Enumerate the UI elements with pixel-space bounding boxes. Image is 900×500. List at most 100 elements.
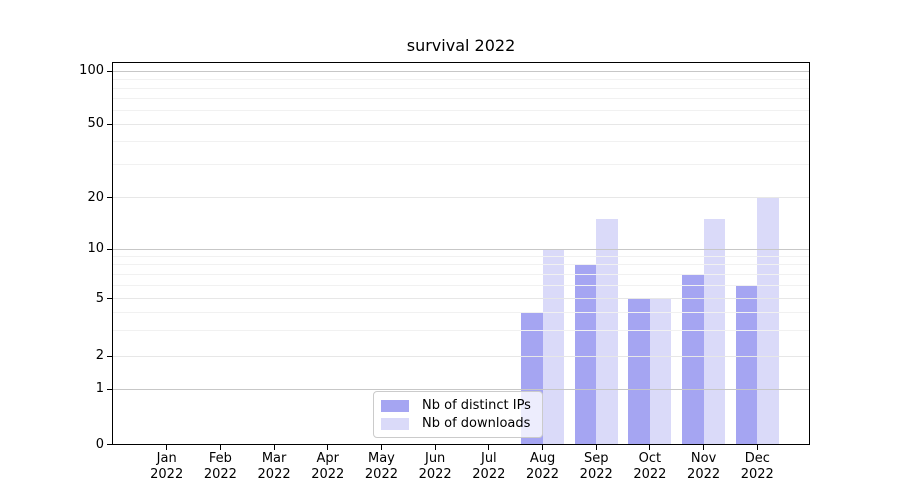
x-tick-label: Sep 2022 [564,451,628,483]
gridline-minor [113,284,809,286]
x-tick-mark [380,445,382,450]
y-tick-label: 10 [87,241,104,256]
y-tick-mark [107,388,112,390]
y-tick-label: 1 [95,381,104,396]
x-tick-label: Mar 2022 [242,451,306,483]
x-tick-year: 2022 [633,467,667,482]
x-tick-mark [649,445,651,450]
x-tick-month: Jun [424,451,446,466]
gridline-major [113,388,809,390]
x-tick-month: Jan [156,451,177,466]
y-tick-mark [107,298,112,299]
y-tick-label: 2 [95,348,104,363]
bar-distinct-ips-dec [735,285,758,445]
x-tick-year: 2022 [150,467,184,482]
x-tick-year: 2022 [257,467,291,482]
bar-downloads-aug [542,249,565,445]
y-tick-label: 5 [95,290,104,306]
x-tick-label: Aug 2022 [511,451,575,483]
x-tick-month: Apr [316,451,340,466]
x-tick-mark [219,445,221,450]
x-tick-label: Jul 2022 [457,451,521,483]
y-tick-mark [107,248,112,250]
x-tick-month: Feb [208,451,232,466]
x-tick-label: Jan 2022 [135,451,199,483]
gridline-minor [113,273,809,275]
gridline-minor [113,312,809,313]
gridline-minor [113,87,809,89]
gridline-mid [113,298,809,299]
legend: Nb of distinct IPs Nb of downloads [373,391,543,438]
gridline-mid [113,197,809,198]
y-tick-mark [107,197,112,198]
x-tick-month: Dec [744,451,770,466]
gridline-minor [113,256,809,258]
y-tick-mark [107,355,112,357]
gridline-minor [113,97,809,99]
x-tick-year: 2022 [203,467,237,482]
bar-downloads-oct [649,298,672,445]
legend-item: Nb of downloads [381,416,535,431]
x-tick-label: Apr 2022 [296,451,360,483]
x-tick-mark [434,445,436,450]
bar-downloads-dec [757,197,779,445]
gridline-minor [113,78,809,80]
y-tick-mark [107,70,112,72]
x-tick-month: May [368,451,395,466]
x-tick-mark [595,445,597,450]
x-tick-label: Nov 2022 [672,451,736,483]
legend-swatch [381,399,409,412]
x-tick-label: Feb 2022 [188,451,252,483]
x-tick-year: 2022 [472,467,506,482]
y-tick-label: 0 [95,436,104,452]
x-tick-month: Oct [638,451,662,466]
gridline-minor [113,164,809,166]
legend-item: Nb of distinct IPs [381,398,535,413]
x-tick-year: 2022 [525,467,560,482]
x-tick-year: 2022 [740,467,774,482]
gridline-mid [113,123,809,125]
bar-distinct-ips-sep [574,264,597,445]
x-tick-year: 2022 [579,467,613,482]
gridline-minor [113,330,809,332]
legend-swatch [381,417,409,430]
x-tick-mark [327,445,329,450]
x-tick-month: Jul [480,451,497,466]
x-tick-year: 2022 [687,467,721,482]
x-tick-mark [703,445,705,450]
bar-downloads-nov [703,218,726,445]
y-tick-mark [107,444,112,445]
legend-label: Nb of distinct IPs [422,398,531,413]
chart-title: survival 2022 [406,36,516,55]
gridline-major [113,70,809,72]
legend-label: Nb of downloads [422,416,531,431]
x-tick-year: 2022 [364,467,398,482]
gridline-minor [113,109,809,111]
bar-downloads-sep [596,218,618,445]
x-tick-month: Aug [529,451,556,466]
x-tick-label: May 2022 [349,451,413,483]
gridline-major [113,248,809,250]
gridline-minor [113,264,809,266]
bar-distinct-ips-nov [682,274,704,445]
x-tick-year: 2022 [311,467,345,482]
x-tick-mark [166,445,168,450]
x-tick-month: Mar [261,451,287,466]
x-tick-month: Sep [583,451,609,466]
y-tick-label: 100 [79,63,104,78]
x-tick-mark [273,445,275,450]
y-tick-label: 20 [87,189,104,205]
x-tick-month: Nov [690,451,717,466]
y-tick-mark [107,123,112,125]
x-tick-mark [488,445,490,450]
x-tick-mark [542,445,544,450]
x-tick-label: Oct 2022 [618,451,682,483]
x-tick-label: Dec 2022 [725,451,789,483]
gridline-minor [113,141,809,143]
x-tick-year: 2022 [418,467,452,482]
gridline-mid [113,355,809,357]
y-tick-label: 50 [87,116,104,131]
x-tick-label: Jun 2022 [403,451,467,483]
bar-distinct-ips-oct [628,298,650,445]
